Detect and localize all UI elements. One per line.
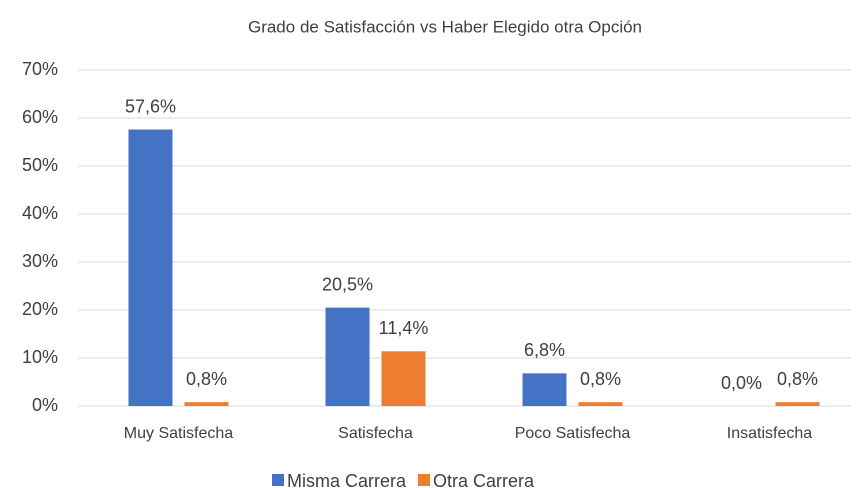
y-tick-label: 50% bbox=[22, 155, 58, 175]
y-tick-label: 60% bbox=[22, 107, 58, 127]
chart-title: Grado de Satisfacción vs Haber Elegido o… bbox=[248, 17, 642, 36]
y-tick-label: 20% bbox=[22, 299, 58, 319]
legend-label: Misma Carrera bbox=[287, 471, 407, 488]
data-label: 0,0% bbox=[721, 373, 762, 393]
legend-swatch bbox=[272, 474, 284, 486]
data-label: 0,8% bbox=[580, 369, 621, 389]
y-tick-label: 30% bbox=[22, 251, 58, 271]
data-label: 0,8% bbox=[777, 369, 818, 389]
bar bbox=[128, 129, 173, 406]
data-label: 57,6% bbox=[125, 96, 176, 116]
y-tick-label: 40% bbox=[22, 203, 58, 223]
x-tick-label: Satisfecha bbox=[338, 425, 413, 442]
y-tick-label: 70% bbox=[22, 59, 58, 79]
bar bbox=[578, 402, 623, 406]
data-label: 11,4% bbox=[379, 318, 429, 338]
legend-label: Otra Carrera bbox=[433, 471, 535, 488]
y-tick-label: 10% bbox=[22, 347, 58, 367]
bar bbox=[775, 402, 820, 406]
data-label: 20,5% bbox=[322, 274, 373, 294]
bar bbox=[184, 402, 229, 406]
y-tick-label: 0% bbox=[32, 395, 58, 415]
x-tick-label: Insatisfecha bbox=[727, 425, 812, 442]
x-tick-label: Muy Satisfecha bbox=[124, 425, 233, 442]
bar bbox=[381, 351, 426, 406]
x-tick-label: Poco Satisfecha bbox=[515, 425, 631, 442]
bar bbox=[522, 373, 567, 406]
bar bbox=[325, 307, 370, 406]
legend-swatch bbox=[418, 474, 430, 486]
data-label: 0,8% bbox=[186, 369, 227, 389]
data-label: 6,8% bbox=[524, 340, 565, 360]
